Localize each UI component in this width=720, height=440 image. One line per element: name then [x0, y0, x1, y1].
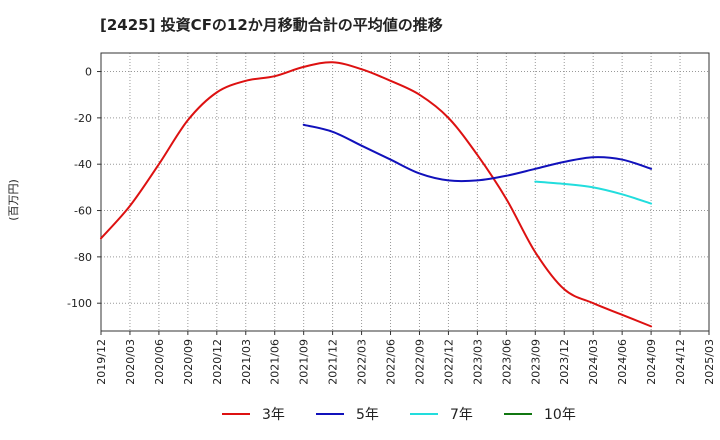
y-tick-label: 0	[85, 66, 92, 79]
x-tick-label: 2021/12	[327, 339, 340, 385]
legend-label-3: 10年	[544, 407, 576, 423]
grid	[100, 53, 710, 331]
x-tick-label: 2024/09	[645, 339, 658, 385]
legend: 3年 5年 7年 10年	[222, 407, 576, 423]
y-axis-ticks: 0 -20 -40 -60 -80 -100	[67, 66, 101, 310]
x-tick-label: 2020/03	[124, 339, 137, 385]
x-tick-label: 2025/03	[703, 339, 716, 385]
x-tick-label: 2024/12	[674, 339, 687, 385]
x-tick-label: 2022/12	[442, 339, 455, 385]
x-tick-label: 2023/06	[500, 339, 513, 385]
y-tick-label: -80	[74, 251, 92, 264]
x-tick-label: 2020/12	[211, 339, 224, 385]
series-line-2	[534, 180, 653, 205]
x-tick-label: 2022/03	[356, 339, 369, 385]
legend-label-0: 3年	[262, 407, 285, 423]
series-line-1	[302, 123, 653, 183]
y-tick-label: -20	[74, 112, 92, 125]
x-tick-label: 2021/03	[240, 339, 253, 385]
x-tick-label: 2022/06	[385, 339, 398, 385]
y-axis-label: (百万円)	[7, 179, 20, 221]
x-tick-label: 2023/09	[529, 339, 542, 385]
plot-area	[100, 52, 710, 332]
x-tick-label: 2021/09	[298, 339, 311, 385]
series-layer	[100, 61, 653, 328]
legend-label-2: 7年	[450, 407, 473, 423]
x-tick-label: 2024/03	[587, 339, 600, 385]
x-tick-label: 2020/06	[153, 339, 166, 385]
x-tick-label: 2024/06	[616, 339, 629, 385]
x-axis-ticks: 2019/12 2020/03 2020/06 2020/09 2020/12 2021/…	[95, 331, 716, 385]
x-tick-label: 2021/06	[269, 339, 282, 385]
chart-title: [2425] 投資CFの12か月移動合計の平均値の推移	[100, 16, 443, 34]
x-tick-label: 2020/09	[182, 339, 195, 385]
series-line-0	[100, 61, 653, 328]
x-tick-label: 2019/12	[95, 339, 108, 385]
y-tick-label: -100	[67, 297, 92, 310]
y-tick-label: -60	[74, 205, 92, 218]
y-tick-label: -40	[74, 158, 92, 171]
x-tick-label: 2023/03	[471, 339, 484, 385]
x-tick-label: 2022/09	[413, 339, 426, 385]
legend-label-1: 5年	[356, 407, 379, 423]
x-tick-label: 2023/12	[558, 339, 571, 385]
